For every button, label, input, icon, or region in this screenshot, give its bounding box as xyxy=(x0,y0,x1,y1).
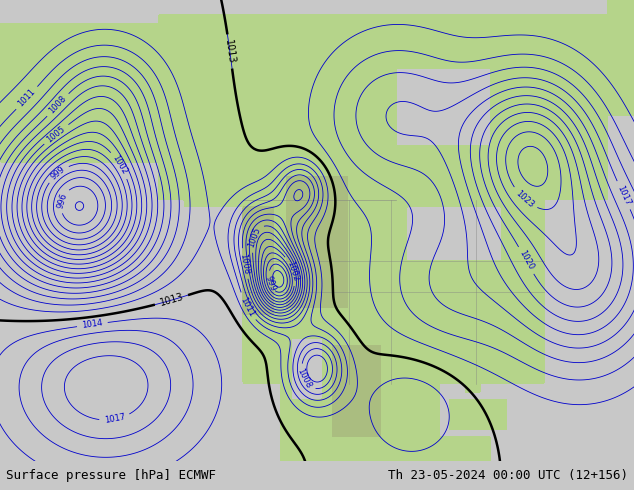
Text: 1002: 1002 xyxy=(110,154,129,176)
Text: 1014: 1014 xyxy=(81,318,103,330)
Text: 1011: 1011 xyxy=(16,87,37,109)
Text: 1017: 1017 xyxy=(615,184,632,207)
Text: Th 23-05-2024 00:00 UTC (12+156): Th 23-05-2024 00:00 UTC (12+156) xyxy=(387,469,628,482)
Text: 1008: 1008 xyxy=(48,94,68,116)
Text: Surface pressure [hPa] ECMWF: Surface pressure [hPa] ECMWF xyxy=(6,469,216,482)
Text: 1005: 1005 xyxy=(247,226,262,249)
Text: 1008: 1008 xyxy=(238,252,251,275)
Text: 1011: 1011 xyxy=(238,295,256,318)
Text: 999: 999 xyxy=(263,274,277,292)
Text: 999: 999 xyxy=(49,165,67,182)
Text: 1008: 1008 xyxy=(295,368,313,390)
Text: 1013: 1013 xyxy=(158,292,184,308)
Text: 1013: 1013 xyxy=(223,39,236,64)
Text: 1002: 1002 xyxy=(285,259,300,282)
Text: 1005: 1005 xyxy=(45,124,67,144)
Text: 996: 996 xyxy=(55,192,68,210)
Text: 1023: 1023 xyxy=(514,189,535,209)
Text: 1020: 1020 xyxy=(517,249,535,272)
Text: 1017: 1017 xyxy=(103,413,126,425)
